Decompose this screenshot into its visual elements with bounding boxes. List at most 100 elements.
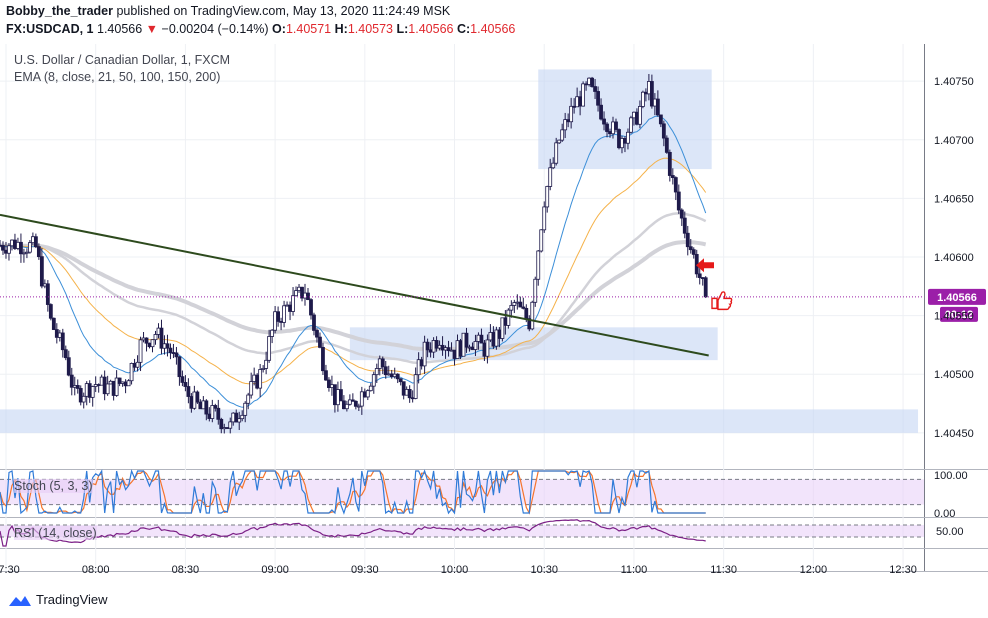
time-tick-label: 10:00 (441, 564, 469, 576)
candle-body (590, 77, 594, 87)
candle-body (291, 295, 295, 312)
time-tick-label: 08:30 (172, 564, 200, 576)
candle-body (234, 412, 239, 423)
candle-body (159, 327, 164, 349)
candle-body (249, 381, 254, 396)
candle-body (156, 327, 161, 335)
candle-body (679, 209, 684, 219)
candle-body (30, 236, 35, 244)
candle-body (243, 402, 248, 416)
chart-canvas[interactable]: 1.40566 00:12 1.40450 1.40500 1.40550 1.40600… (0, 44, 988, 590)
candle-body (153, 334, 158, 341)
candle-body (599, 104, 603, 120)
candle-body (614, 121, 618, 130)
candle-body (458, 340, 463, 357)
stoch-legend[interactable]: Stoch (5, 3, 3) (14, 479, 93, 493)
candle-body (66, 357, 71, 376)
trendline[interactable] (0, 213, 709, 357)
low-label: L: (396, 22, 409, 36)
candle-body (282, 305, 286, 323)
candle-body (315, 330, 319, 338)
candle-body (404, 389, 409, 396)
candle-body (649, 81, 654, 107)
candle-body (620, 138, 624, 149)
candle-body (147, 342, 152, 348)
quote-line: FX:USDCAD, 1 1.40566 ▼ −0.00204 (−0.14%)… (6, 22, 515, 36)
candle-body (572, 105, 577, 108)
candle-body (201, 400, 206, 410)
open-label: O: (272, 22, 286, 36)
annotations (696, 258, 733, 311)
candle-body (90, 386, 95, 398)
candle-body (682, 217, 687, 234)
candle-body (446, 347, 451, 352)
candle-body (638, 106, 642, 125)
candle-body (500, 317, 505, 339)
candle-body (488, 332, 493, 341)
candle-body (102, 376, 107, 395)
candle-body (22, 252, 26, 255)
ema-lines (0, 115, 707, 408)
candle-body (51, 317, 56, 330)
candle-body (294, 290, 298, 297)
stoch-tick-label: 0.00 (934, 508, 955, 520)
candle-body (42, 283, 47, 287)
candle-body (461, 332, 466, 357)
price-badge (928, 288, 986, 305)
candle-body (273, 311, 278, 331)
candle-body (60, 332, 65, 351)
candle-body (584, 83, 588, 86)
candle-body (186, 386, 191, 397)
rsi-pane[interactable]: 50.00 (0, 519, 964, 547)
candle-body (697, 273, 702, 278)
candle-body (7, 245, 11, 254)
candle-body (431, 340, 436, 353)
candle-body (177, 356, 182, 378)
high-label: H: (334, 22, 348, 36)
candle-body (365, 390, 370, 398)
candle-body (652, 98, 657, 107)
author-name[interactable]: Bobby_the_trader (6, 4, 113, 18)
candle-body (126, 380, 131, 387)
ema-legend[interactable]: EMA (8, close, 21, 50, 100, 150, 200) (14, 70, 221, 84)
price-tick-label: 1.40600 (934, 252, 974, 264)
candle-body (1, 245, 5, 251)
stoch-pane[interactable]: 100.00 0.00 (0, 468, 968, 520)
candle-body (608, 131, 612, 135)
time-axis[interactable]: 07:30 08:00 08:30 09:00 09:30 10:00 10:30 11:00… (0, 564, 917, 576)
candles (0, 74, 708, 434)
price-tick-label: 1.40650 (934, 193, 974, 205)
price-axis[interactable]: 1.40566 00:12 1.40450 1.40500 1.40550 1.40600… (0, 76, 986, 440)
candle-body (578, 96, 583, 107)
candle-body (673, 177, 678, 193)
candle-body (602, 118, 606, 125)
candle-body (344, 403, 349, 410)
candle-body (198, 401, 203, 410)
candle-body (309, 299, 313, 316)
candle-body (398, 378, 403, 383)
countdown-badge (940, 306, 978, 322)
candle-body (353, 400, 358, 407)
candle-body (655, 98, 660, 116)
candle-body (261, 367, 266, 370)
candle-body (180, 376, 185, 383)
tradingview-footer[interactable]: TradingView (8, 592, 108, 607)
candle-body (219, 418, 224, 430)
rsi-legend[interactable]: RSI (14, close) (14, 526, 97, 540)
candle-body (285, 304, 289, 307)
candle-body (389, 373, 394, 378)
candle-body (539, 229, 544, 252)
candle-body (237, 418, 242, 423)
candle-body (569, 105, 574, 123)
candle-body (36, 246, 41, 258)
candle-body (240, 414, 245, 420)
candle-body (449, 349, 454, 352)
candle-body (321, 346, 325, 372)
candle-body (545, 186, 550, 208)
candle-body (192, 391, 197, 409)
price-tick-label: 1.40750 (934, 76, 974, 88)
candle-body (324, 370, 328, 381)
candle-body (554, 142, 559, 164)
candle-body (255, 374, 260, 389)
candle-body (300, 286, 304, 299)
